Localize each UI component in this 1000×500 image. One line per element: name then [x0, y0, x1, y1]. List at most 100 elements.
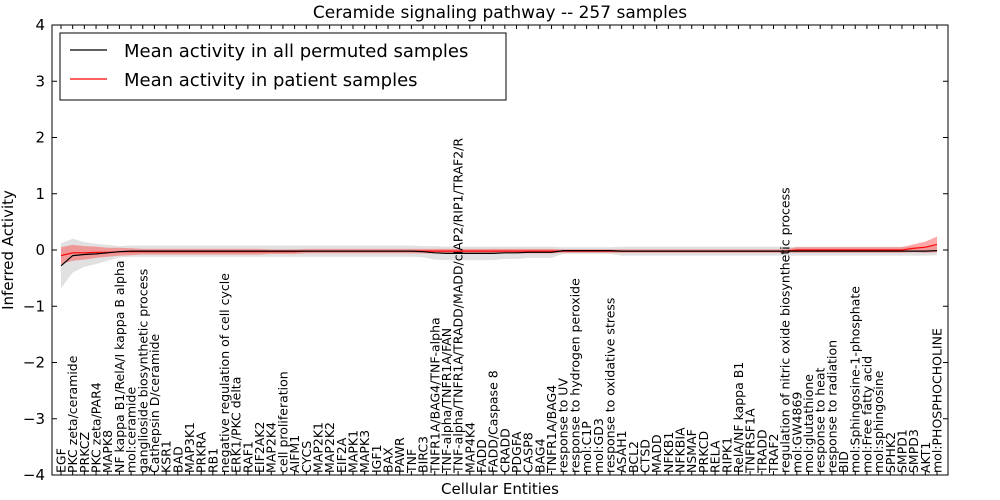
category-label: BAG4: [532, 438, 547, 473]
line-series-0: [60, 250, 938, 267]
category-label: TNF: [404, 449, 419, 474]
legend-label-permuted: Mean activity in all permuted samples: [124, 41, 468, 62]
category-label: AIFM1: [287, 435, 302, 473]
category-label: response to oxidative stress: [603, 298, 618, 473]
category-label: mol:Sphingosine-1-phosphate: [848, 286, 863, 473]
band-series-1: [61, 236, 937, 265]
y-tick-label: −2: [23, 354, 45, 372]
category-label: mol:ceramide: [124, 387, 139, 473]
category-label: NFKBIA: [673, 427, 688, 473]
category-label: FADD/Caspase 8: [486, 370, 501, 473]
category-label: CASP8: [521, 432, 536, 473]
y-tick-label: 4: [35, 16, 45, 34]
category-label: ASAH1: [614, 430, 629, 473]
category-label: MAPK1: [346, 430, 361, 473]
category-label: BID: [836, 451, 851, 473]
category-label: NFKB1: [661, 432, 676, 473]
category-label: ERK1/PKC delta: [229, 377, 244, 473]
category-label: MAP2K4: [264, 422, 279, 473]
category-label: TRADD: [754, 429, 769, 474]
y-tick-label: −3: [23, 410, 45, 428]
category-label: PKC zeta/ceramide: [65, 355, 80, 473]
category-label: RelA/NF kappa B1: [731, 362, 746, 473]
category-label: mol:sphingosine: [871, 370, 886, 473]
y-tick-label: 2: [35, 129, 45, 147]
category-label: CRADD: [497, 428, 512, 473]
category-label: BAX: [381, 447, 396, 473]
category-label: RELA: [708, 440, 723, 473]
category-label: MADD: [649, 434, 664, 473]
category-label: response to UV: [556, 378, 571, 473]
category-label: Cathepsin D/ceramide: [147, 333, 162, 473]
y-tick-label: −4: [23, 466, 45, 484]
category-label: MAP2K1: [311, 422, 326, 473]
category-label: AKT1: [918, 442, 933, 473]
x-axis: [60, 25, 938, 475]
category-label: SMPD3: [906, 429, 921, 473]
category-label: MAP4K4: [462, 422, 477, 473]
category-label: SPHK2: [883, 432, 898, 473]
category-label: EIF2A: [334, 437, 349, 473]
category-label: TNFR1A/BAG4: [544, 385, 559, 474]
band-series-0: [61, 238, 937, 289]
category-label: regulation of nitric oxide biosynthetic …: [778, 187, 793, 473]
legend: Mean activity in all permuted samples Me…: [59, 32, 507, 101]
category-label: MAP3K1: [182, 422, 197, 473]
category-label: TNFR1A/BAG4/TNF-alpha: [427, 317, 442, 474]
category-label: mol:C1P: [579, 421, 594, 473]
category-label: ganglioside biosynthetic process: [135, 269, 150, 473]
category-label: RB1: [205, 448, 220, 473]
category-label: PKC zeta/PAR4: [89, 382, 104, 473]
legend-label-patient: Mean activity in patient samples: [124, 70, 418, 91]
category-label: BAD: [170, 446, 185, 473]
category-label: negative regulation of cell cycle: [217, 273, 232, 473]
y-tick-label: 1: [35, 185, 45, 203]
category-label: KSR1: [159, 440, 174, 473]
category-label: TNF-alpha/TNFR1A/TRADD/MADD/cIAP2/RIP1/T…: [451, 138, 466, 474]
category-label: mol:GW4869: [789, 392, 804, 473]
category-label: PAWR: [392, 437, 407, 473]
chart-title: Ceramide signaling pathway -- 257 sample…: [313, 3, 687, 23]
legend-box: [59, 32, 507, 101]
category-label: response to hydrogen peroxide: [567, 278, 582, 473]
category-label: PRKCZ: [77, 432, 92, 473]
category-label: EGF: [54, 448, 69, 473]
category-label: FADD: [474, 439, 489, 473]
y-tick-label: −1: [23, 297, 45, 315]
category-label: RIPK1: [719, 437, 734, 473]
category-label: TRAF2: [766, 433, 781, 474]
category-label: MAPK8: [100, 430, 115, 473]
category-label: mol:glutathione: [801, 374, 816, 473]
category-label: mol:PHOSPHOCHOLINE: [930, 328, 945, 473]
y-axis: 4 3 2 1 0 −1 −2 −3 −4: [23, 16, 948, 484]
category-label: cell proliferation: [275, 371, 290, 473]
category-label: NF kappa B1/RelA/I kappa B alpha: [112, 260, 127, 473]
category-label: response to heat: [813, 367, 828, 473]
category-label: PRKCD: [696, 431, 711, 473]
category-label: MAP2K2: [322, 422, 337, 473]
category-label: mol:GD3: [591, 418, 606, 473]
category-label: CTSD: [638, 439, 653, 473]
category-label: IGF1: [369, 444, 384, 473]
y-tick-label: 0: [35, 241, 45, 259]
category-label: RAF1: [240, 441, 255, 473]
y-axis-label: Inferred Activity: [0, 190, 17, 310]
category-label: mol:Free fatty acid: [859, 356, 874, 473]
category-label: response to radiation: [824, 340, 839, 473]
category-label: EIF2AK2: [252, 422, 267, 473]
category-label: BIRC3: [416, 436, 431, 473]
x-axis-label: Cellular Entities: [441, 480, 559, 498]
series-lines: [60, 243, 938, 267]
category-label: TNFRSF1A: [743, 408, 758, 474]
y-tick-label: 3: [35, 72, 45, 90]
category-label: SMPD1: [895, 429, 910, 473]
category-label: CYCS: [299, 441, 314, 473]
category-label: PDGFA: [509, 431, 524, 473]
category-label: BCL2: [626, 441, 641, 473]
category-label: NSMAF: [684, 429, 699, 473]
category-label: MAPK3: [357, 430, 372, 473]
confidence-bands: [61, 236, 937, 289]
category-label: PRKRA: [194, 431, 209, 473]
